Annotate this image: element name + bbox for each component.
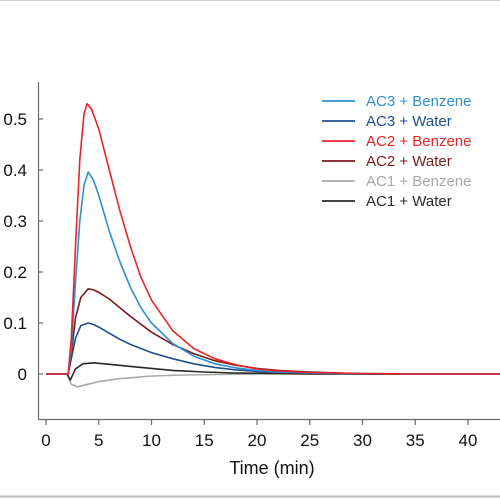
y-tick-label: 0.1 [3,314,27,333]
series-line-ac3-benzene [46,171,500,375]
x-axis-title: Time (min) [229,458,314,478]
x-tick-label: 40 [459,431,478,450]
series-line-ac1-water [46,362,500,381]
x-tick-label: 5 [94,431,103,450]
x-tick-label: 20 [248,431,267,450]
y-axis: 0 0.1 0.2 0.3 0.4 0.5 [3,110,43,384]
x-tick-label: 15 [195,431,214,450]
legend-label: AC2 + Water [366,153,452,170]
legend-label: AC2 + Benzene [366,133,472,150]
x-tick-label: 25 [300,431,319,450]
legend-label: AC1 + Water [366,193,452,210]
y-tick-label: 0.3 [3,212,27,231]
series-line-ac1-benzene [46,373,500,388]
legend-label: AC3 + Water [366,113,452,130]
y-tick-label: 0.2 [3,263,27,282]
x-axis: 051015202530354045 [41,419,478,450]
series-line-ac2-water [46,288,500,375]
legend: AC3 + Benzene AC3 + Water AC2 + Benzene AC2… [322,93,472,210]
legend-label: AC3 + Benzene [366,93,472,110]
series-line-ac3-water [46,322,500,375]
y-tick-label: 0.5 [3,110,27,129]
x-tick-label: 30 [353,431,372,450]
legend-label: AC1 + Benzene [366,173,472,190]
y-tick-label: 0 [18,365,27,384]
x-tick-label: 10 [142,431,161,450]
y-tick-label: 0.4 [3,161,27,180]
series-layer [46,102,500,388]
x-tick-label: 35 [406,431,425,450]
series-line-ac2-benzene [46,102,500,375]
x-tick-label: 0 [41,431,50,450]
